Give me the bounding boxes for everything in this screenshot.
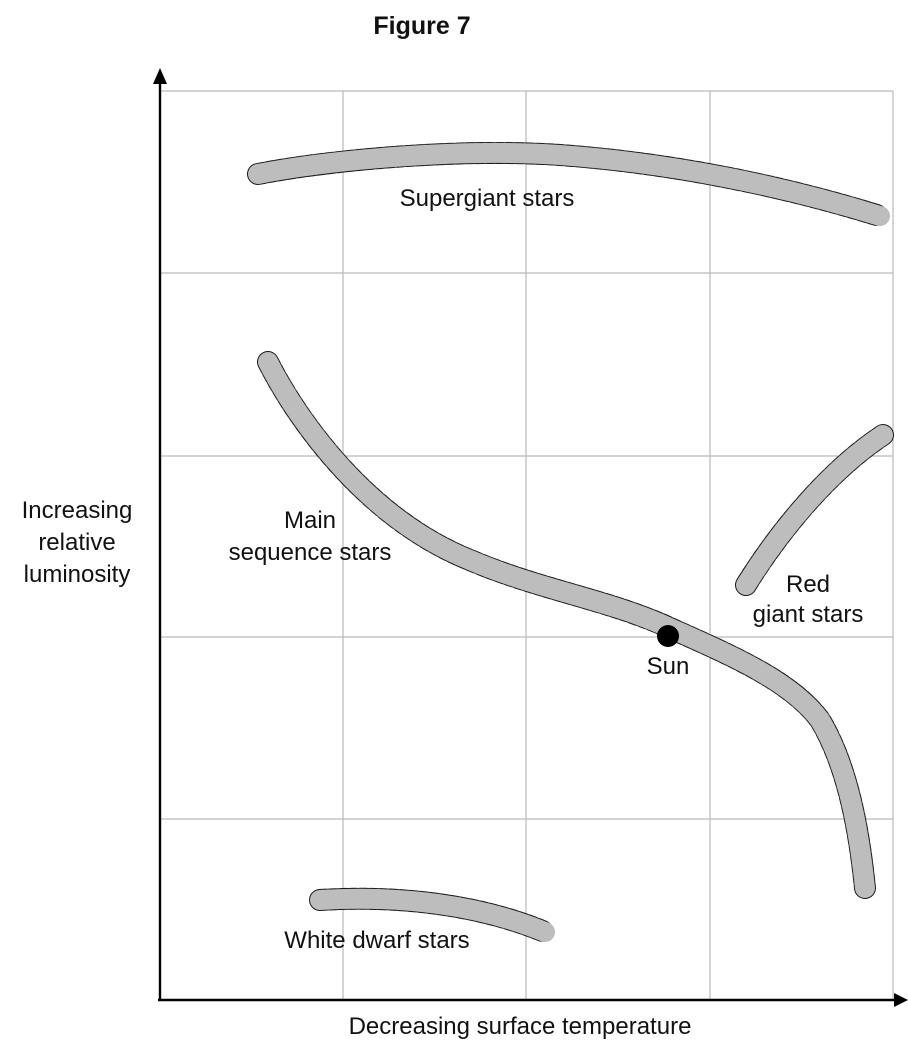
y-axis-label-line2: relative [38,529,115,556]
grid [160,90,894,1000]
y-axis-label-line3: luminosity [24,561,131,588]
main-sequence-label-line1: Main [284,507,336,534]
sun-marker [657,625,679,647]
red-giant-label-line1: Red [786,571,830,598]
sun-label: Sun [647,653,690,680]
white-dwarf-label: White dwarf stars [284,927,469,954]
y-axis-label-line1: Increasing [22,497,133,524]
main-sequence-band [257,351,876,899]
x-axis-label: Decreasing surface temperature [349,1013,692,1040]
x-axis-arrow [894,993,908,1007]
white-dwarf-band [309,887,556,943]
red-giant-band [735,424,894,596]
figure-title: Figure 7 [373,12,470,40]
axes [153,68,908,1007]
red-giant-label-line2: giant stars [753,601,864,628]
supergiant-band [247,141,891,227]
supergiant-label: Supergiant stars [400,185,575,212]
y-axis-arrow [153,68,167,84]
main-sequence-label-line2: sequence stars [229,539,392,566]
